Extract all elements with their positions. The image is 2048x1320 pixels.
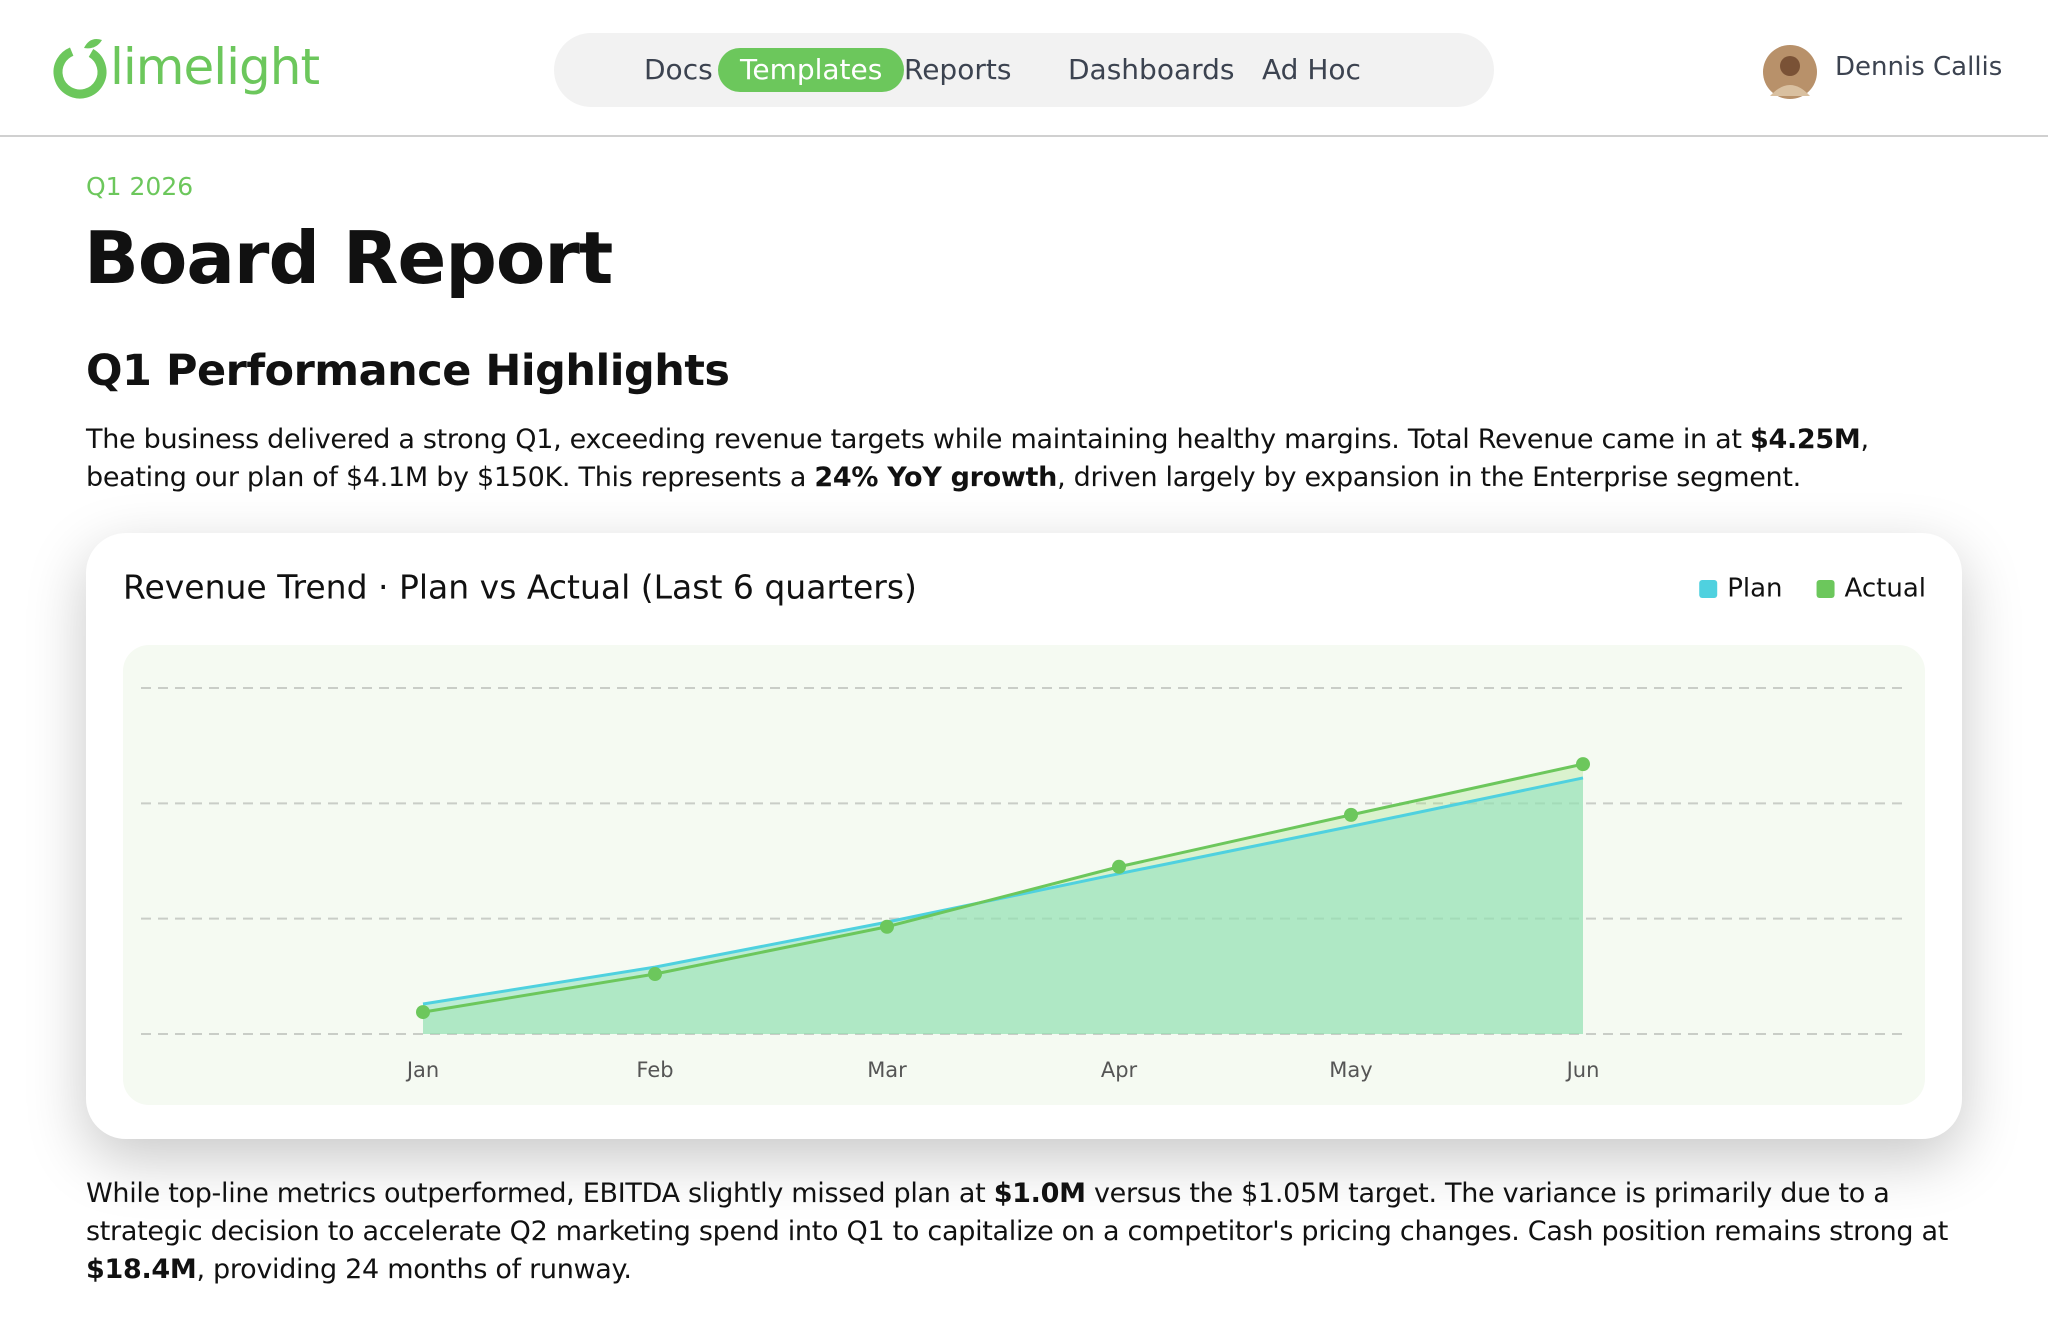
legend-swatch <box>1816 580 1835 598</box>
text: While top-line metrics outperformed, EBI… <box>86 1178 994 1209</box>
point <box>416 1005 430 1020</box>
nav-bar: Docs Templates Reports Dashboards Ad Hoc <box>554 33 1494 107</box>
nav-item[interactable]: Dashboards <box>1068 53 1235 86</box>
bold-text: $1.0M <box>993 1178 1086 1209</box>
chart-title: Revenue Trend · Plan vs Actual (Last 6 q… <box>123 568 917 607</box>
point <box>1344 807 1358 822</box>
page-title: Board Report <box>84 216 613 300</box>
paragraph: The business delivered a strong Q1, exce… <box>86 421 1966 497</box>
nav-item[interactable]: Reports <box>904 53 1012 86</box>
text: , providing 24 months of runway. <box>196 1254 632 1285</box>
section-title: Q1 Performance Highlights <box>86 346 730 396</box>
text: The business delivered a strong Q1, exce… <box>86 424 1750 455</box>
x-tick-label: Jan <box>405 1058 439 1082</box>
legend-swatch <box>1699 580 1718 598</box>
nav-item[interactable]: Ad Hoc <box>1262 53 1361 86</box>
x-tick-label: Apr <box>1101 1058 1138 1082</box>
text: , beating our plan of $4.1M by $150K. Th… <box>86 424 1869 493</box>
legend-label: Plan <box>1727 574 1782 604</box>
bold-text: 24% YoY growth <box>814 462 1058 493</box>
point <box>648 967 662 982</box>
chart-card: Revenue Trend · Plan vs Actual (Last 6 q… <box>86 533 1962 1139</box>
line <box>422 762 1584 1014</box>
bold-text: $4.25M <box>1749 424 1861 455</box>
header: limelight Docs Templates Reports Dashboards… <box>0 0 2048 137</box>
area <box>423 777 1583 1034</box>
text: versus the $1.05M target. The variance i… <box>86 1178 1949 1247</box>
nav-item[interactable]: Templates <box>718 48 905 92</box>
legend-label: Actual <box>1845 574 1926 604</box>
user-name[interactable]: Dennis Callis <box>1835 52 2003 82</box>
x-tick-label: Jun <box>1565 1058 1600 1082</box>
x-tick-label: Mar <box>867 1058 907 1082</box>
logo-icon <box>53 39 107 99</box>
point <box>880 919 894 934</box>
x-tick-label: Feb <box>636 1058 673 1082</box>
chart: Revenue Trend · Plan vs Actual (Last 6 q… <box>123 568 1926 1105</box>
logo-text: limelight <box>110 38 320 96</box>
point <box>1576 757 1590 772</box>
nav-item[interactable]: Docs <box>644 53 713 86</box>
point <box>1112 859 1126 874</box>
x-tick-label: May <box>1329 1058 1372 1082</box>
avatar[interactable] <box>1762 44 1818 100</box>
plot-background <box>123 645 1925 1105</box>
bold-text: $18.4M <box>86 1254 197 1285</box>
text: , driven largely by expansion in the Ent… <box>1057 462 1801 493</box>
paragraph: While top-line metrics outperformed, EBI… <box>86 1175 1966 1289</box>
eyebrow: Q1 2026 <box>86 172 194 201</box>
